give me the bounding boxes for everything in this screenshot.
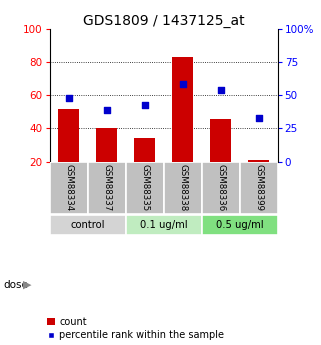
Text: GSM88336: GSM88336 xyxy=(216,164,225,211)
Text: GSM88399: GSM88399 xyxy=(254,164,263,211)
Bar xyxy=(202,215,278,235)
Bar xyxy=(88,161,126,214)
Point xyxy=(218,87,223,93)
Bar xyxy=(126,215,202,235)
Text: GSM88338: GSM88338 xyxy=(178,164,187,211)
Bar xyxy=(248,160,269,161)
Bar xyxy=(50,215,126,235)
Point xyxy=(142,102,147,107)
Bar xyxy=(202,161,240,214)
Bar xyxy=(50,161,88,214)
Text: GSM88334: GSM88334 xyxy=(64,164,73,211)
Legend: count, percentile rank within the sample: count, percentile rank within the sample xyxy=(47,317,224,340)
Text: 0.1 ug/ml: 0.1 ug/ml xyxy=(140,219,187,229)
Text: dose: dose xyxy=(3,280,28,289)
Bar xyxy=(210,119,231,161)
Point xyxy=(180,81,185,86)
Title: GDS1809 / 1437125_at: GDS1809 / 1437125_at xyxy=(83,14,245,28)
Point xyxy=(256,115,261,121)
Text: control: control xyxy=(71,219,105,229)
Bar xyxy=(126,161,164,214)
Bar xyxy=(96,128,117,161)
Bar xyxy=(58,109,79,161)
Bar xyxy=(134,138,155,161)
Text: ▶: ▶ xyxy=(23,280,31,289)
Point xyxy=(104,107,109,113)
Text: GSM88335: GSM88335 xyxy=(140,164,149,211)
Bar xyxy=(164,161,202,214)
Bar xyxy=(240,161,278,214)
Point xyxy=(66,95,71,101)
Bar xyxy=(172,57,193,161)
Text: 0.5 ug/ml: 0.5 ug/ml xyxy=(216,219,264,229)
Text: GSM88337: GSM88337 xyxy=(102,164,111,211)
